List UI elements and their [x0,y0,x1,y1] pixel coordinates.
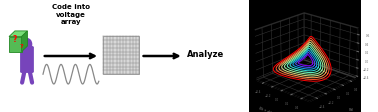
Bar [104,36,139,74]
Text: Code into
voltage
array: Code into voltage array [52,4,90,25]
Text: ?: ? [20,44,23,49]
Y-axis label: Y(t): Y(t) [348,108,353,112]
Text: ?: ? [12,35,17,44]
FancyBboxPatch shape [20,46,34,73]
Polygon shape [9,31,28,37]
X-axis label: X(t + delay): X(t + delay) [258,107,277,112]
Text: Analyze: Analyze [187,50,225,59]
Polygon shape [22,31,28,52]
FancyBboxPatch shape [9,37,22,52]
Circle shape [22,39,32,50]
